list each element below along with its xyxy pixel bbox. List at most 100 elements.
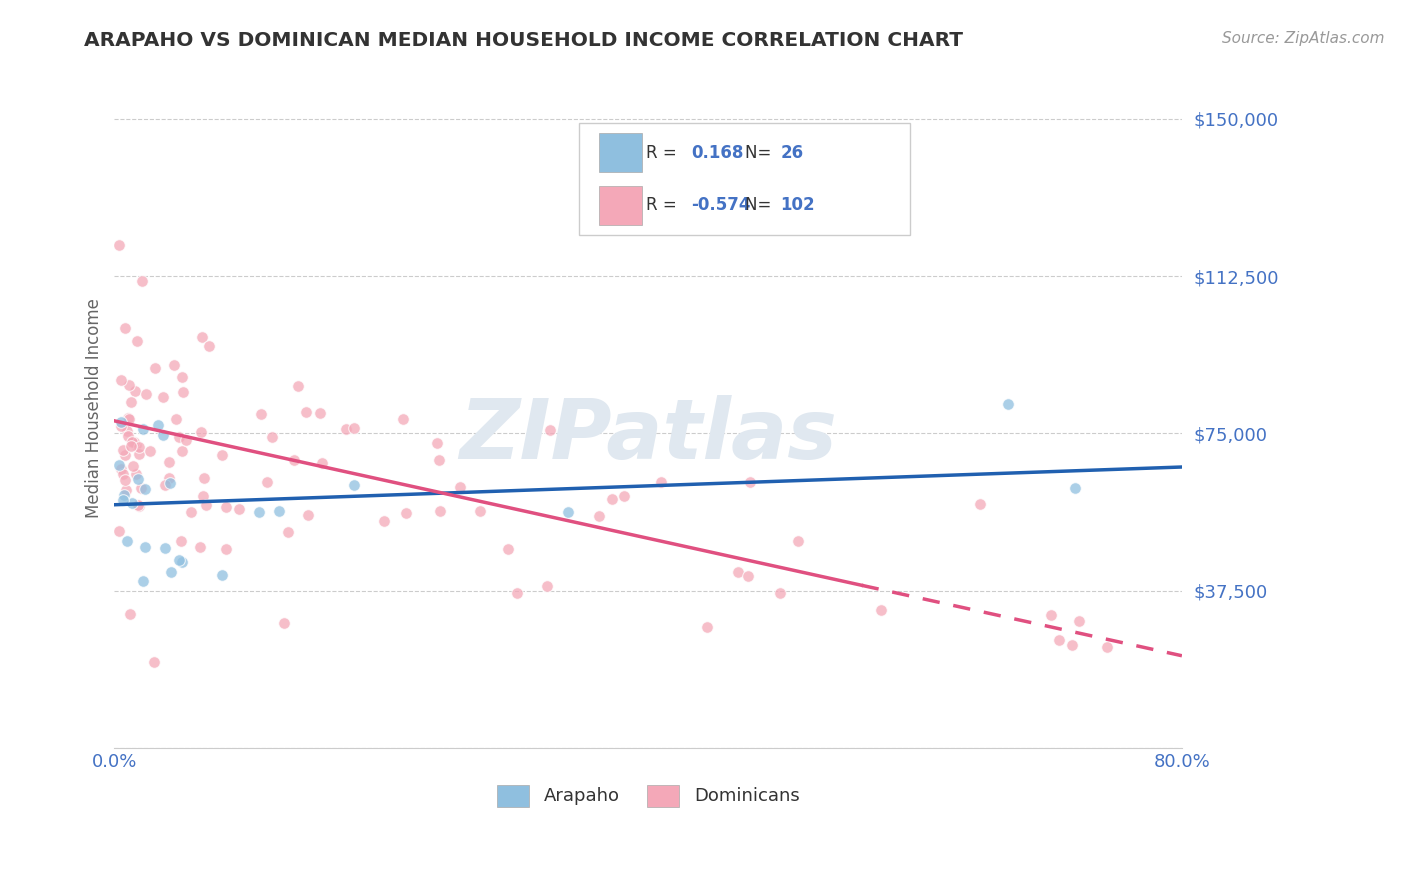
Point xyxy=(650,475,672,489)
Point xyxy=(169,430,191,444)
Point xyxy=(176,434,198,448)
Point xyxy=(427,453,450,467)
Point xyxy=(727,565,749,579)
Point xyxy=(198,339,221,353)
Point xyxy=(117,429,139,443)
Point xyxy=(155,478,177,492)
Point xyxy=(392,411,415,425)
Point xyxy=(132,422,155,436)
Point xyxy=(125,437,148,451)
Point xyxy=(194,498,217,512)
Point xyxy=(163,359,186,373)
Point xyxy=(115,483,138,498)
Point xyxy=(129,481,152,495)
Text: -0.574: -0.574 xyxy=(690,196,751,214)
Point xyxy=(127,472,149,486)
Point xyxy=(250,407,273,421)
Point xyxy=(269,504,291,518)
Point xyxy=(787,533,810,548)
Point xyxy=(112,467,135,482)
Point xyxy=(132,574,155,588)
Point xyxy=(115,534,138,549)
Point xyxy=(135,387,157,401)
Point xyxy=(191,330,214,344)
Point xyxy=(108,458,131,472)
Point xyxy=(256,475,278,489)
Point xyxy=(211,568,233,582)
Point xyxy=(110,462,132,476)
Point xyxy=(297,508,319,522)
Point xyxy=(114,321,136,335)
Point xyxy=(600,491,623,506)
Point xyxy=(127,334,149,348)
Point xyxy=(159,476,181,491)
Point xyxy=(112,442,135,457)
Point xyxy=(114,448,136,462)
Point xyxy=(152,427,174,442)
Point xyxy=(128,447,150,461)
Point xyxy=(120,607,142,621)
Point xyxy=(969,497,991,511)
Point xyxy=(131,274,153,288)
Point xyxy=(157,471,180,485)
Point xyxy=(613,489,636,503)
Text: ARAPAHO VS DOMINICAN MEDIAN HOUSEHOLD INCOME CORRELATION CHART: ARAPAHO VS DOMINICAN MEDIAN HOUSEHOLD IN… xyxy=(84,31,963,50)
Point xyxy=(153,541,176,555)
Legend: Arapaho, Dominicans: Arapaho, Dominicans xyxy=(489,777,807,814)
Point xyxy=(738,475,761,489)
Point xyxy=(148,418,170,433)
Text: 26: 26 xyxy=(780,144,804,161)
Point xyxy=(120,395,142,409)
Point xyxy=(120,439,142,453)
Point xyxy=(214,542,236,557)
Point xyxy=(165,411,187,425)
FancyBboxPatch shape xyxy=(599,186,641,225)
Point xyxy=(118,411,141,425)
Point xyxy=(152,390,174,404)
Point xyxy=(125,467,148,481)
Point xyxy=(311,456,333,470)
Point xyxy=(283,453,305,467)
Text: 0.168: 0.168 xyxy=(690,144,744,161)
Point xyxy=(737,569,759,583)
Point xyxy=(112,488,135,502)
Y-axis label: Median Household Income: Median Household Income xyxy=(86,298,103,518)
Point xyxy=(997,397,1019,411)
Point xyxy=(114,473,136,487)
Point xyxy=(277,524,299,539)
Point xyxy=(343,478,366,492)
Point xyxy=(110,373,132,387)
Point xyxy=(215,500,238,515)
Point xyxy=(536,579,558,593)
Text: Source: ZipAtlas.com: Source: ZipAtlas.com xyxy=(1222,31,1385,46)
Point xyxy=(287,379,309,393)
Point xyxy=(429,503,451,517)
Point xyxy=(769,585,792,599)
Text: ZIPatlas: ZIPatlas xyxy=(460,395,837,476)
Point xyxy=(335,422,357,436)
Point xyxy=(121,459,143,474)
Point xyxy=(193,470,215,484)
FancyBboxPatch shape xyxy=(599,133,641,172)
Point xyxy=(107,524,129,538)
Point xyxy=(134,541,156,555)
Point xyxy=(343,421,366,435)
Point xyxy=(1064,481,1087,495)
Point xyxy=(110,418,132,433)
Point xyxy=(506,586,529,600)
Point xyxy=(247,505,270,519)
Point xyxy=(294,405,316,419)
Text: 102: 102 xyxy=(780,196,815,214)
Point xyxy=(160,565,183,579)
Point xyxy=(121,434,143,449)
Point xyxy=(696,620,718,634)
Point xyxy=(188,540,211,554)
Point xyxy=(128,499,150,513)
Point xyxy=(1067,614,1090,628)
Point xyxy=(128,441,150,455)
Point xyxy=(143,656,166,670)
Point xyxy=(557,505,579,519)
Point xyxy=(180,505,202,519)
Point xyxy=(110,415,132,429)
Point xyxy=(134,483,156,497)
